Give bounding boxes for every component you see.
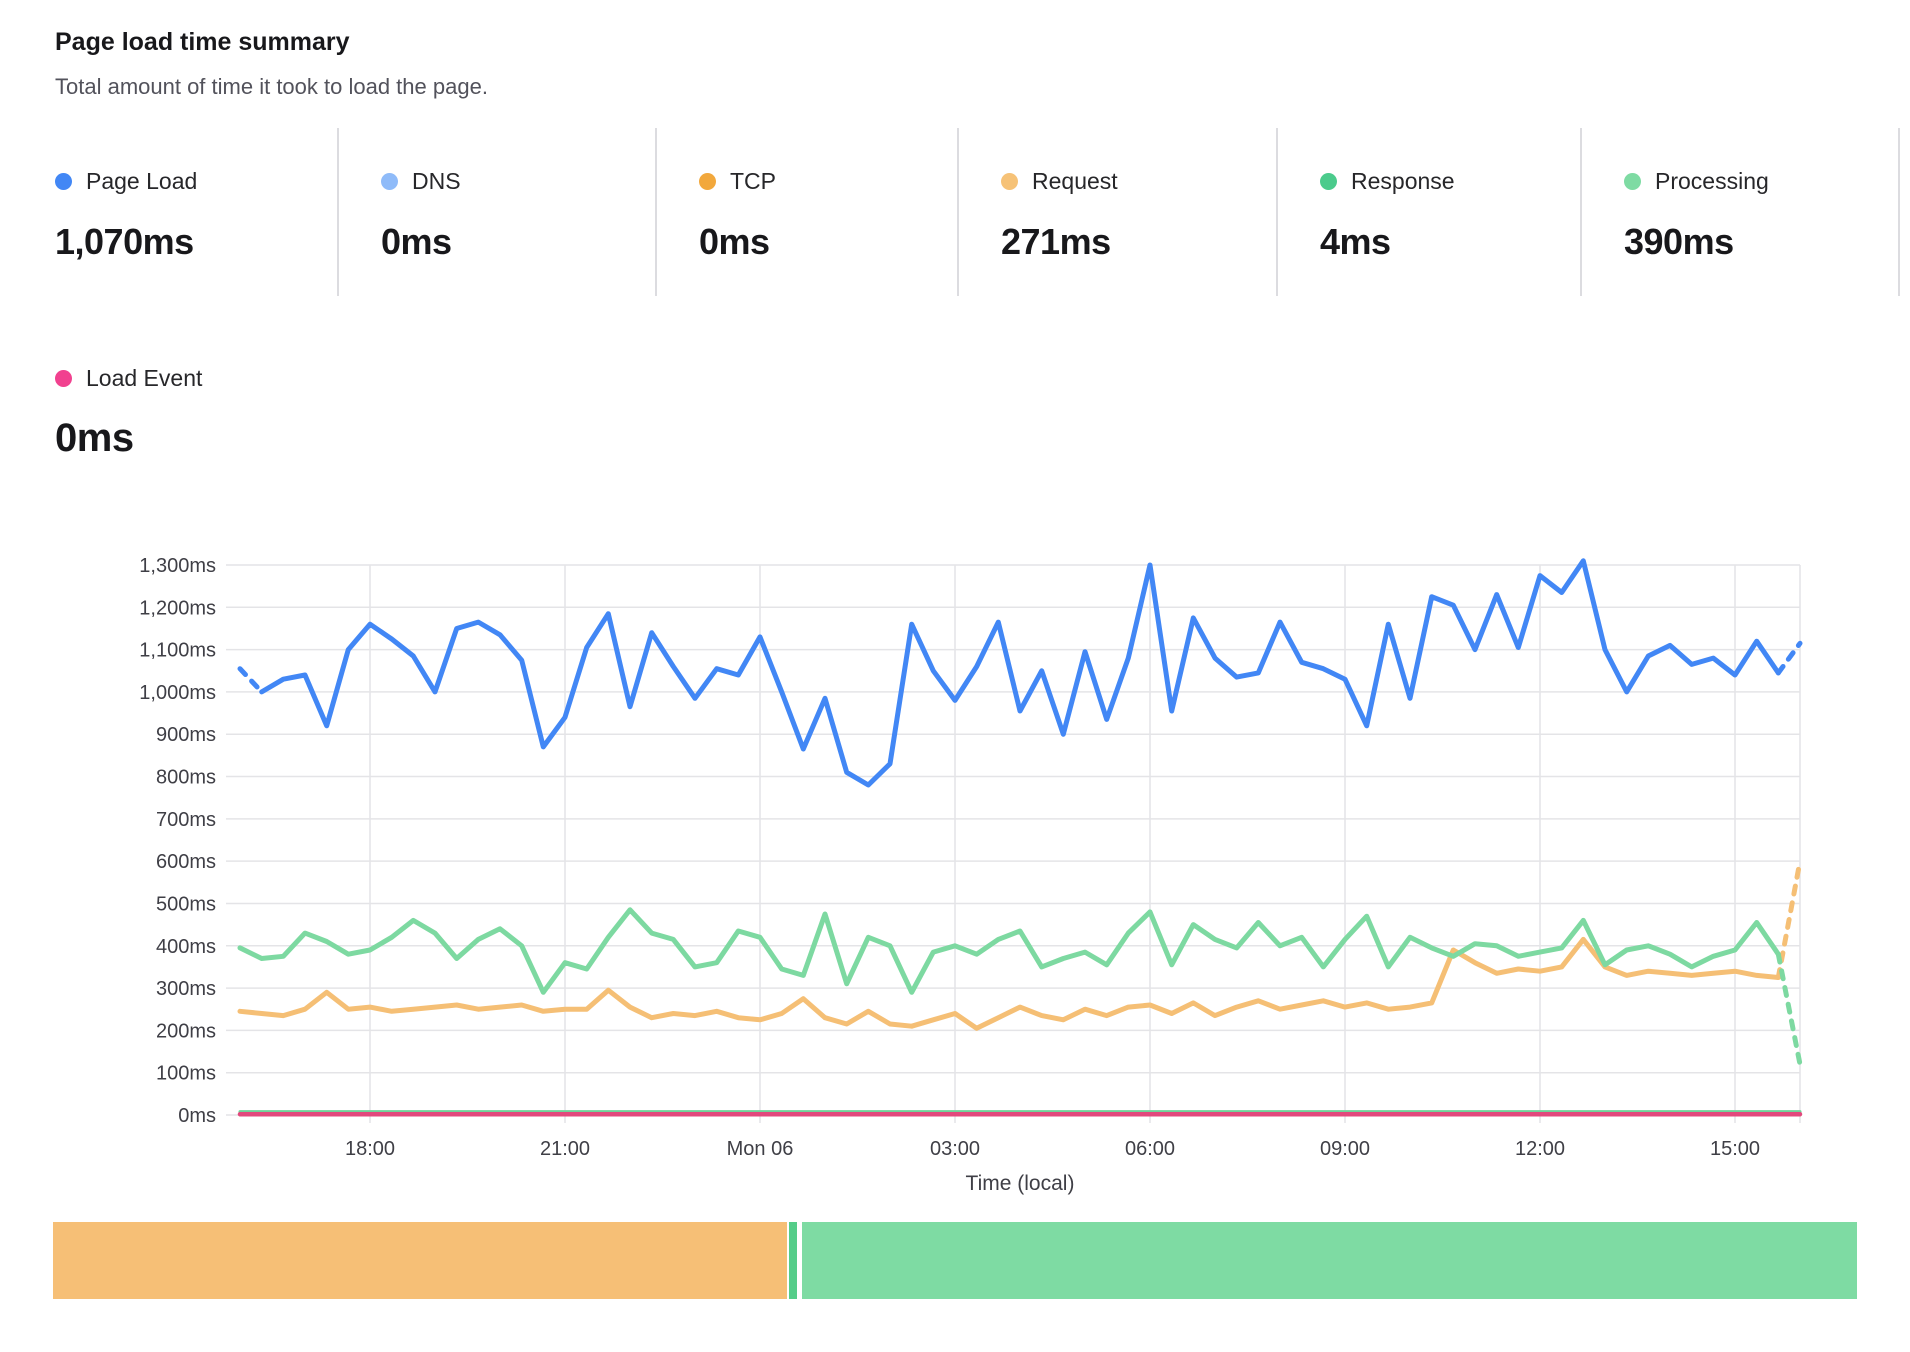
bar-segment bbox=[789, 1222, 797, 1299]
timeline-status-bar[interactable] bbox=[53, 1222, 1857, 1299]
stat-label: DNS bbox=[412, 168, 461, 194]
svg-text:18:00: 18:00 bbox=[345, 1138, 395, 1160]
bar-segment bbox=[797, 1222, 802, 1299]
stat-page-load: Page Load 1,070ms bbox=[55, 128, 337, 296]
stat-tcp: TCP 0ms bbox=[655, 128, 957, 296]
svg-text:Mon 06: Mon 06 bbox=[727, 1138, 794, 1160]
stat-label: Processing bbox=[1655, 168, 1769, 194]
svg-text:09:00: 09:00 bbox=[1320, 1138, 1370, 1160]
tcp-legend-dot-icon bbox=[699, 173, 716, 190]
svg-text:400ms: 400ms bbox=[156, 936, 216, 958]
stat-value: 390ms bbox=[1624, 221, 1734, 262]
svg-text:100ms: 100ms bbox=[156, 1063, 216, 1085]
stat-label: Request bbox=[1032, 168, 1118, 194]
processing-legend-dot-icon bbox=[1624, 173, 1641, 190]
svg-text:0ms: 0ms bbox=[178, 1105, 216, 1127]
stat-dns: DNS 0ms bbox=[337, 128, 655, 296]
svg-text:21:00: 21:00 bbox=[540, 1138, 590, 1160]
svg-text:700ms: 700ms bbox=[156, 809, 216, 831]
stat-load-event: Load Event 0ms bbox=[55, 325, 202, 493]
stat-value: 271ms bbox=[1001, 221, 1111, 262]
stat-value: 0ms bbox=[55, 416, 134, 460]
response-legend-dot-icon bbox=[1320, 173, 1337, 190]
svg-text:1,300ms: 1,300ms bbox=[139, 555, 216, 577]
page-title: Page load time summary bbox=[55, 28, 350, 56]
svg-text:900ms: 900ms bbox=[156, 724, 216, 746]
dns-legend-dot-icon bbox=[381, 173, 398, 190]
bar-segment bbox=[802, 1222, 1857, 1299]
svg-text:15:00: 15:00 bbox=[1710, 1138, 1760, 1160]
svg-text:800ms: 800ms bbox=[156, 767, 216, 789]
svg-text:600ms: 600ms bbox=[156, 851, 216, 873]
stats-row: Page Load 1,070ms DNS 0ms TCP 0ms Reques… bbox=[55, 128, 1900, 296]
svg-text:06:00: 06:00 bbox=[1125, 1138, 1175, 1160]
svg-text:Time (local): Time (local) bbox=[966, 1172, 1075, 1195]
svg-text:300ms: 300ms bbox=[156, 978, 216, 1000]
svg-text:500ms: 500ms bbox=[156, 893, 216, 915]
stat-value: 0ms bbox=[699, 221, 770, 262]
svg-text:03:00: 03:00 bbox=[930, 1138, 980, 1160]
stat-label: TCP bbox=[730, 168, 776, 194]
svg-text:1,000ms: 1,000ms bbox=[139, 682, 216, 704]
stat-label: Response bbox=[1351, 168, 1455, 194]
stat-value: 4ms bbox=[1320, 221, 1391, 262]
stat-request: Request 271ms bbox=[957, 128, 1276, 296]
page-subtitle: Total amount of time it took to load the… bbox=[55, 74, 488, 99]
stat-value: 0ms bbox=[381, 221, 452, 262]
stat-label: Load Event bbox=[86, 365, 203, 391]
stat-label: Page Load bbox=[86, 168, 198, 194]
stat-value: 1,070ms bbox=[55, 221, 194, 262]
svg-text:1,100ms: 1,100ms bbox=[139, 640, 216, 662]
bar-segment bbox=[787, 1222, 789, 1299]
bar-segment bbox=[53, 1222, 787, 1299]
svg-text:1,200ms: 1,200ms bbox=[139, 597, 216, 619]
svg-text:12:00: 12:00 bbox=[1515, 1138, 1565, 1160]
request-legend-dot-icon bbox=[1001, 173, 1018, 190]
svg-text:200ms: 200ms bbox=[156, 1020, 216, 1042]
stat-processing: Processing 390ms bbox=[1580, 128, 1900, 296]
load-event-legend-dot-icon bbox=[55, 370, 72, 387]
page-load-legend-dot-icon bbox=[55, 173, 72, 190]
stat-response: Response 4ms bbox=[1276, 128, 1580, 296]
